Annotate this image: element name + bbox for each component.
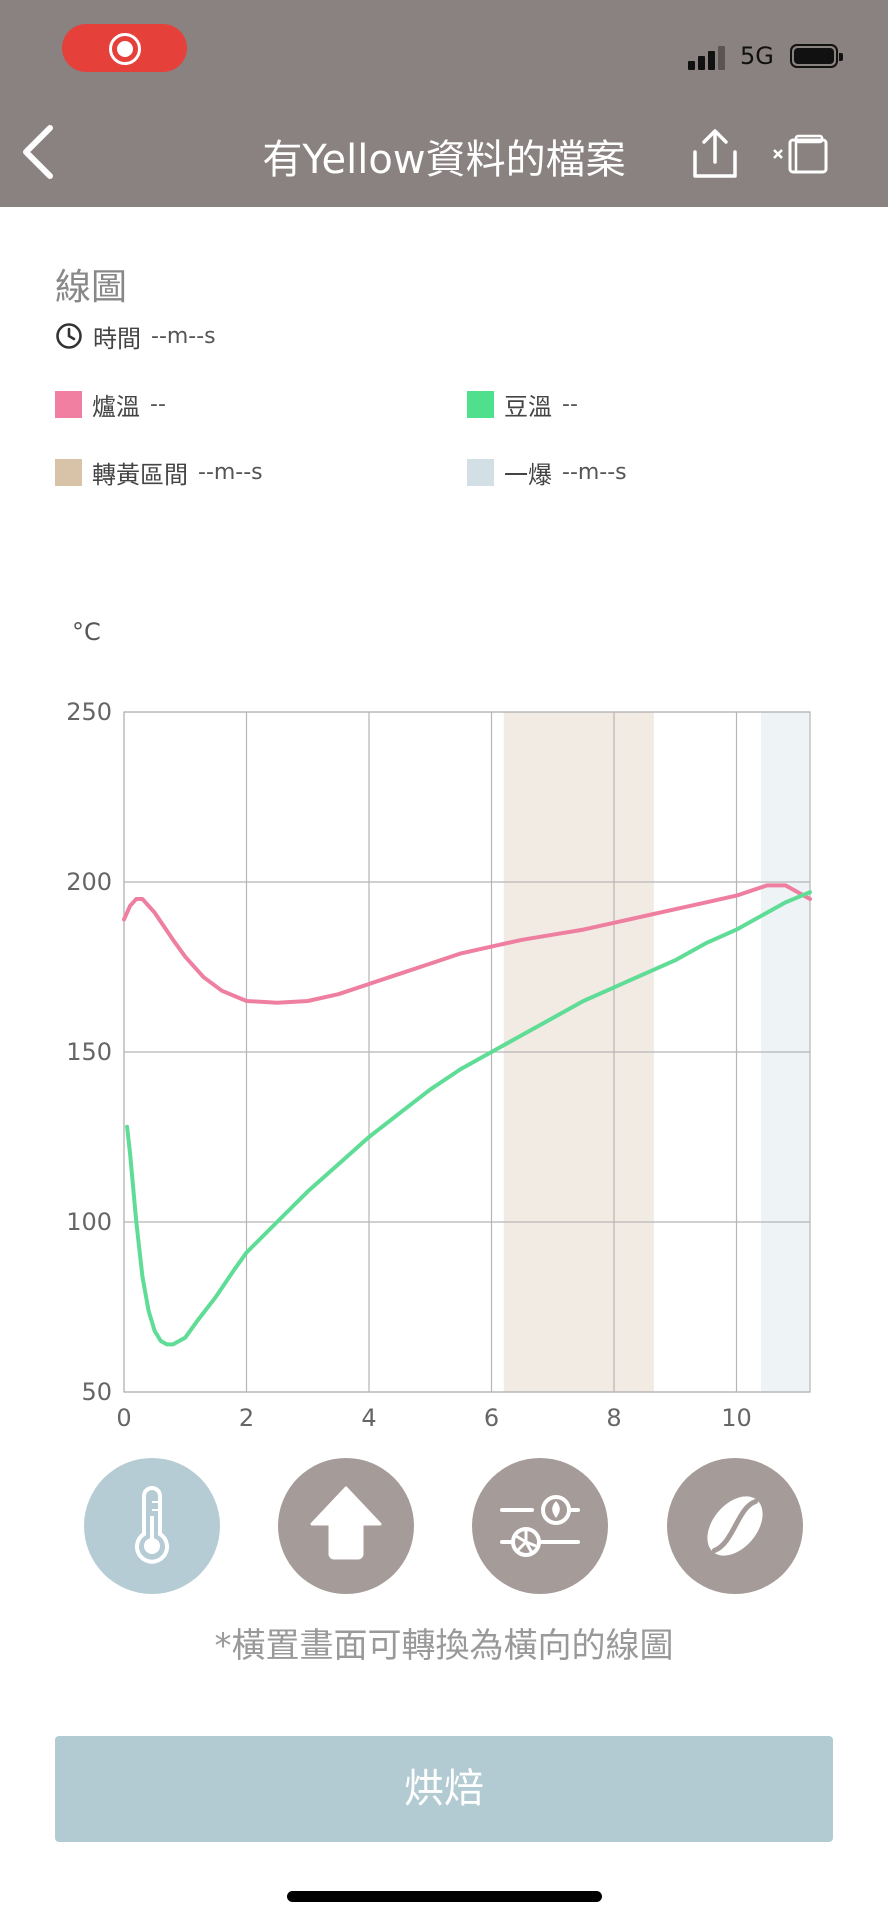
legend-item-bean-temp: 豆溫 --	[467, 388, 578, 421]
chevron-left-icon[interactable]	[18, 120, 74, 184]
landscape-hint: *橫置畫面可轉換為橫向的線圖	[214, 1626, 674, 1666]
bean-view-button[interactable]	[667, 1458, 803, 1594]
page-title: 有Yellow資料的檔案	[262, 137, 626, 183]
roast-button[interactable]: 烘焙	[55, 1736, 833, 1842]
temperature-line-chart[interactable]: 0 2 4 6 8 10 50 100 150 200 250 °C	[0, 600, 888, 1440]
legend-swatch	[467, 390, 494, 418]
legend-label: 豆溫	[504, 392, 552, 421]
legend-item-furnace-temp: 爐溫 --	[55, 388, 166, 421]
section-title: 線圖	[55, 267, 128, 308]
fan-fire-icon	[500, 1495, 580, 1557]
x-tick-label: 6	[484, 1404, 499, 1432]
legend-value: --m--s	[198, 459, 263, 485]
x-tick-label: 2	[239, 1404, 254, 1432]
y-axis-unit: °C	[72, 618, 101, 646]
network-type: 5G	[740, 42, 774, 70]
legend-item-yellowing: 轉黃區間 --m--s	[55, 456, 263, 489]
x-tick-label: 10	[721, 1404, 752, 1432]
y-tick-label: 100	[66, 1208, 112, 1236]
screen-recording-indicator[interactable]	[62, 24, 187, 72]
time-label: 時間	[93, 324, 141, 353]
legend-item-first-crack: 一爆 --m--s	[467, 456, 627, 489]
share-icon[interactable]	[690, 128, 740, 180]
signal-strength-icon	[688, 44, 728, 70]
y-tick-label: 50	[81, 1378, 112, 1406]
plot-frame	[123, 711, 811, 1393]
fan-fire-view-button[interactable]	[472, 1458, 608, 1594]
time-legend: 時間 --m--s	[55, 320, 216, 353]
series-line-0	[122, 883, 812, 1005]
y-tick-label: 200	[66, 868, 112, 896]
home-indicator[interactable]	[287, 1891, 602, 1902]
thermometer-icon	[135, 1486, 169, 1564]
legend-value: --m--s	[562, 459, 627, 485]
rotate-landscape-icon[interactable]	[770, 134, 832, 176]
legend-swatch	[467, 458, 494, 486]
clock-icon	[56, 323, 82, 349]
coffee-bean-icon	[707, 1496, 763, 1556]
x-tick-label: 0	[116, 1404, 131, 1432]
time-value: --m--s	[151, 323, 216, 349]
legend-label: 轉黃區間	[92, 460, 188, 489]
legend-swatch	[55, 390, 82, 418]
y-tick-label: 250	[66, 698, 112, 726]
x-tick-label: 8	[606, 1404, 621, 1432]
legend-label: 一爆	[504, 460, 552, 489]
top-bar: 5G 有Yellow資料的檔案	[0, 0, 888, 207]
legend-value: --	[562, 391, 578, 417]
legend-swatch	[55, 458, 82, 486]
battery-icon	[790, 44, 843, 68]
record-icon	[109, 33, 141, 65]
temperature-view-button[interactable]	[84, 1458, 220, 1594]
x-tick-label: 4	[361, 1404, 376, 1432]
legend-label: 爐溫	[92, 392, 140, 421]
legend-value: --	[150, 391, 166, 417]
ror-view-button[interactable]	[278, 1458, 414, 1594]
y-tick-label: 150	[66, 1038, 112, 1066]
series-line-1	[125, 890, 812, 1347]
record-dot	[117, 41, 133, 57]
arrow-up-icon	[310, 1486, 382, 1560]
